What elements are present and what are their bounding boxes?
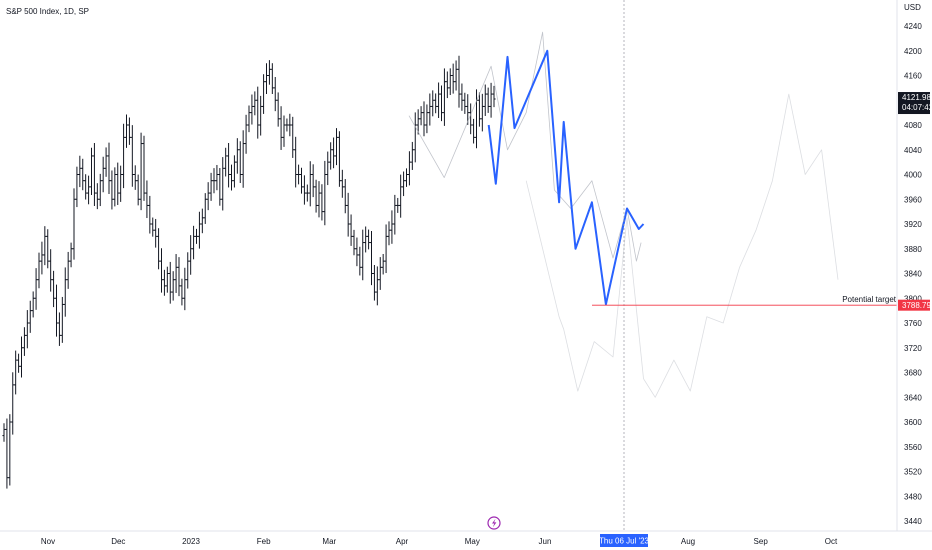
price-tick-label: 3560 — [904, 443, 922, 452]
crosshair-time-badge-bg — [600, 534, 648, 547]
last-price-badge-bg — [898, 92, 930, 115]
time-axis-label: Nov — [41, 537, 55, 546]
last-price-value: 4121.98 — [902, 93, 931, 102]
price-tick-label: 3640 — [904, 393, 922, 402]
forecast-projection — [487, 49, 645, 306]
price-tick-label: 3960 — [904, 195, 922, 204]
last-price-badge: 4121.98 04:07:42 — [898, 92, 932, 115]
price-tick-label: 3680 — [904, 369, 922, 378]
price-tick-label: 3800 — [904, 294, 922, 303]
time-axis-label: Sep — [754, 537, 769, 546]
price-tick-label: 3840 — [904, 270, 922, 279]
time-axis-label: Aug — [681, 537, 695, 546]
lightning-icon[interactable] — [487, 516, 501, 530]
price-tick-label: 3520 — [904, 468, 922, 477]
price-tick-label: 3600 — [904, 418, 922, 427]
time-axis-label: Jun — [539, 537, 552, 546]
price-tick-label: 4040 — [904, 146, 922, 155]
price-tick-label: 3720 — [904, 344, 922, 353]
chart-title: S&P 500 Index, 1D, SP — [6, 7, 89, 16]
price-tick-label: 3480 — [904, 492, 922, 501]
price-tick-label: 3880 — [904, 245, 922, 254]
price-tick-label: 3920 — [904, 220, 922, 229]
target-price-badge: 3788.79 — [898, 299, 931, 311]
ghost-projection-faint — [525, 93, 839, 398]
time-axis-label: Apr — [396, 537, 409, 546]
last-price-countdown: 04:07:42 — [902, 103, 932, 112]
ohlc-bar — [492, 85, 496, 108]
time-axis-label: May — [465, 537, 480, 546]
price-tick-label: 4240 — [904, 22, 922, 31]
target-price-badge-bg — [898, 299, 930, 311]
crosshair-time-badge: Thu 06 Jul '23 — [599, 534, 650, 547]
crosshair-time-label: Thu 06 Jul '23 — [599, 537, 650, 546]
price-tick-label: 4000 — [904, 171, 922, 180]
time-axis-label: Dec — [111, 537, 125, 546]
forecast-line — [487, 49, 645, 306]
time-axis-label: Mar — [322, 537, 336, 546]
time-axis-label: 2023 — [182, 537, 200, 546]
price-tick-label: 4160 — [904, 72, 922, 81]
price-tick-label: 4200 — [904, 47, 922, 56]
price-axis-unit: USD — [904, 3, 921, 12]
price-bars — [2, 55, 496, 489]
time-axis-label: Oct — [825, 537, 838, 546]
price-tick-label: 4080 — [904, 121, 922, 130]
target-label: Potential target — [842, 295, 897, 304]
time-axis-label: Feb — [257, 537, 271, 546]
price-tick-label: 3440 — [904, 517, 922, 526]
price-tick-label: 3760 — [904, 319, 922, 328]
target-price-value: 3788.79 — [902, 301, 931, 310]
time-axis[interactable]: Nov Dec 2023 Feb Mar Apr May Jun Aug Sep Oct — [41, 537, 838, 546]
